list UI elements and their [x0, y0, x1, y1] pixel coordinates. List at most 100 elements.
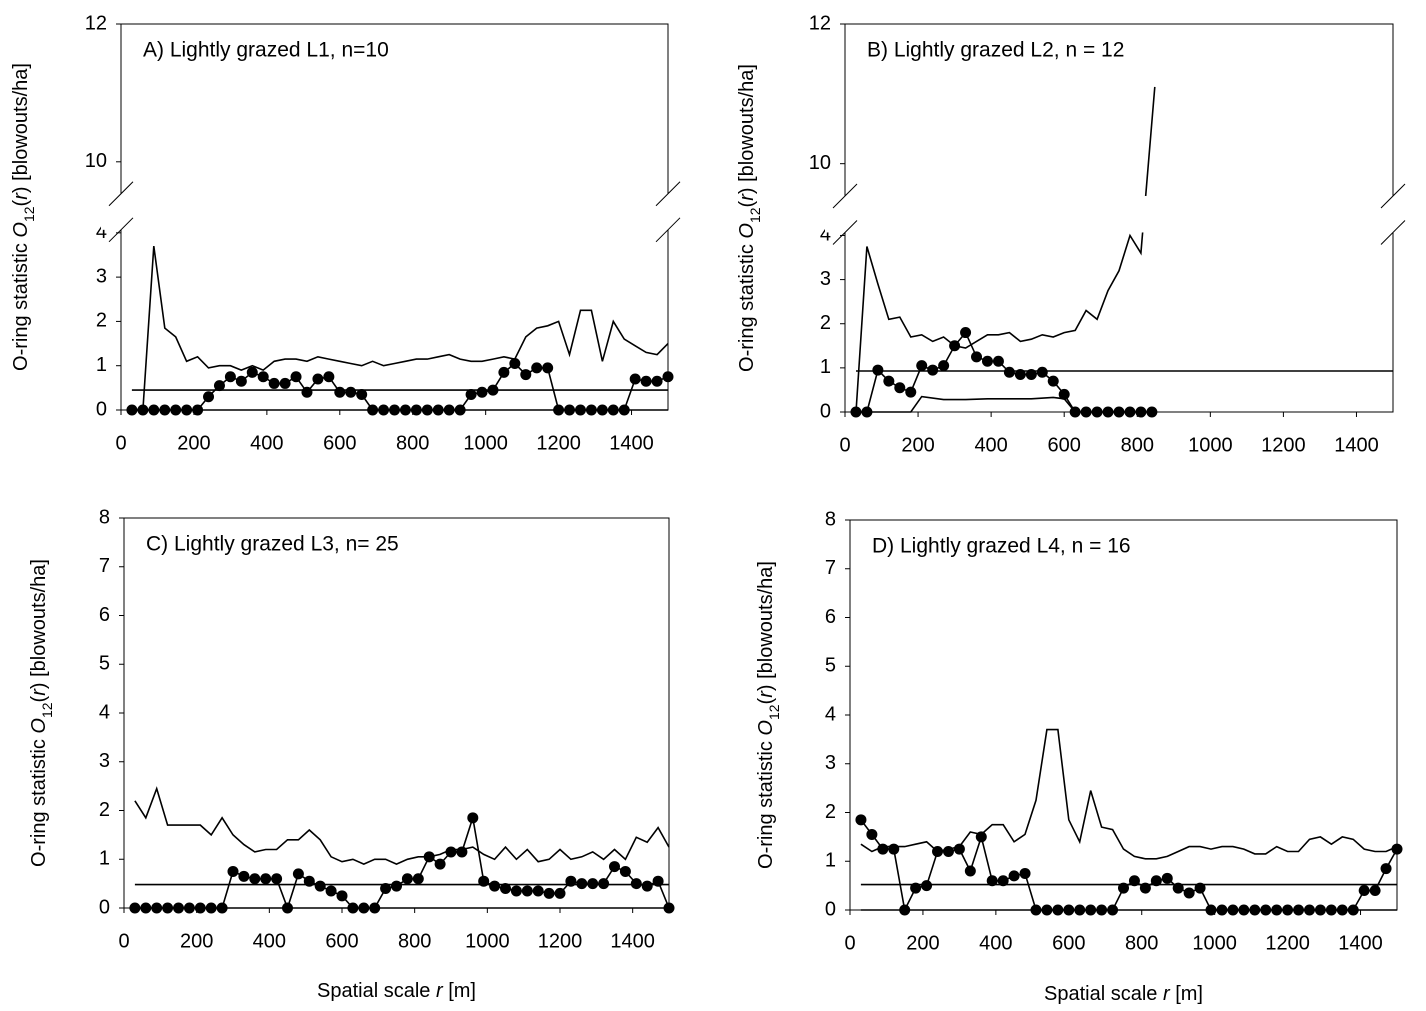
y-tick-label: 10 — [809, 152, 831, 174]
data-point — [640, 375, 652, 387]
y-tick-label: 8 — [99, 506, 110, 528]
data-point — [964, 865, 976, 877]
data-point — [971, 351, 983, 363]
data-point — [290, 371, 302, 383]
data-point — [434, 858, 446, 870]
data-point — [323, 371, 335, 383]
y-tick-label: 1 — [825, 850, 836, 872]
data-point — [938, 360, 950, 372]
data-point — [855, 814, 867, 826]
data-point — [1391, 843, 1403, 855]
data-point — [981, 355, 993, 367]
data-point — [619, 865, 631, 877]
data-point — [476, 386, 488, 398]
x-tick-label: 1000 — [463, 432, 508, 454]
data-point — [1135, 406, 1147, 418]
data-point — [279, 377, 291, 389]
x-tick-label: 0 — [118, 930, 129, 952]
data-point — [662, 371, 674, 383]
y-axis-label-part: O — [10, 222, 32, 238]
data-point — [543, 887, 555, 899]
data-point — [992, 355, 1004, 367]
series-line — [134, 817, 670, 911]
data-point — [249, 873, 261, 885]
x-tick-label: 800 — [1121, 434, 1154, 456]
y-axis-label: O-ring statistic O12(r) [blowouts/ha] — [28, 559, 54, 867]
x-tick-label: 0 — [839, 434, 850, 456]
x-axis-label-part: r — [1163, 983, 1171, 1005]
data-point — [554, 887, 566, 899]
axis-break-mark — [832, 220, 858, 245]
data-point — [872, 364, 884, 376]
data-point — [1003, 366, 1015, 378]
y-tick-label: 2 — [96, 310, 107, 332]
y-axis-label: O-ring statistic O12(r) [blowouts/ha] — [755, 561, 781, 869]
data-point — [235, 375, 247, 387]
data-point — [520, 369, 532, 381]
series-line — [855, 86, 1156, 413]
data-point — [412, 873, 424, 885]
panel-title: B) Lightly grazed L2, n = 12 — [867, 39, 1124, 62]
data-point — [336, 890, 348, 902]
data-point — [1036, 366, 1048, 378]
data-point — [260, 873, 272, 885]
y-axis-label: O-ring statistic O12(r) [blowouts/ha] — [10, 63, 36, 371]
y-axis-label-part: r — [28, 688, 50, 696]
data-point — [630, 878, 642, 890]
y-tick-label: 0 — [99, 896, 110, 918]
data-point — [465, 388, 477, 400]
data-point — [1080, 406, 1092, 418]
y-tick-label: 3 — [96, 265, 107, 287]
data-point — [500, 883, 511, 894]
x-tick-label: 1400 — [609, 432, 654, 454]
x-tick-label: 200 — [901, 434, 934, 456]
data-point — [1091, 406, 1103, 418]
x-axis-label: Spatial scale r [m] — [1044, 983, 1203, 1005]
x-tick-label: 1400 — [1338, 932, 1383, 954]
x-tick-label: 1000 — [465, 930, 510, 952]
data-point — [498, 366, 510, 378]
data-point — [1369, 885, 1381, 896]
data-point — [356, 388, 368, 400]
data-point — [380, 883, 392, 894]
axis-break-mark — [655, 217, 681, 243]
data-point — [905, 386, 917, 398]
x-axis-label-part: r — [436, 980, 444, 1002]
x-axis-label: Spatial scale r [m] — [317, 980, 476, 1002]
x-tick-label: 0 — [115, 432, 126, 454]
y-tick-label: 6 — [825, 606, 836, 628]
y-tick-label: 5 — [99, 653, 110, 675]
y-tick-label: 12 — [85, 12, 107, 34]
data-point — [921, 880, 933, 892]
x-axis-label-part: Spatial scale — [317, 980, 436, 1002]
x-axis-label-part: [m] — [443, 980, 476, 1002]
data-point — [960, 327, 972, 339]
panel-title: D) Lightly grazed L4, n = 16 — [872, 535, 1131, 558]
data-point — [271, 873, 283, 885]
y-axis-label-part: O-ring statistic — [10, 238, 32, 371]
y-axis-label-part: O-ring statistic — [755, 736, 777, 869]
x-tick-label: 800 — [1125, 932, 1158, 954]
data-point — [1380, 863, 1392, 875]
series-line — [134, 786, 670, 865]
data-point — [224, 371, 236, 383]
y-tick-label: 4 — [825, 703, 836, 725]
data-point — [866, 828, 878, 840]
y-axis-label-part: r — [10, 192, 32, 200]
y-axis-label-part: 12 — [21, 206, 37, 222]
x-tick-label: 400 — [974, 434, 1007, 456]
x-tick-label: 1000 — [1192, 932, 1237, 954]
data-point — [609, 861, 620, 873]
y-tick-label: 0 — [825, 898, 836, 920]
data-point — [257, 371, 269, 383]
x-tick-label: 400 — [250, 432, 283, 454]
x-tick-label: 1000 — [1188, 434, 1233, 456]
y-tick-label: 2 — [825, 801, 836, 823]
series-line — [131, 245, 669, 411]
data-point — [238, 870, 250, 882]
x-tick-label: 600 — [1052, 932, 1085, 954]
y-axis-label-part: O — [28, 718, 50, 734]
